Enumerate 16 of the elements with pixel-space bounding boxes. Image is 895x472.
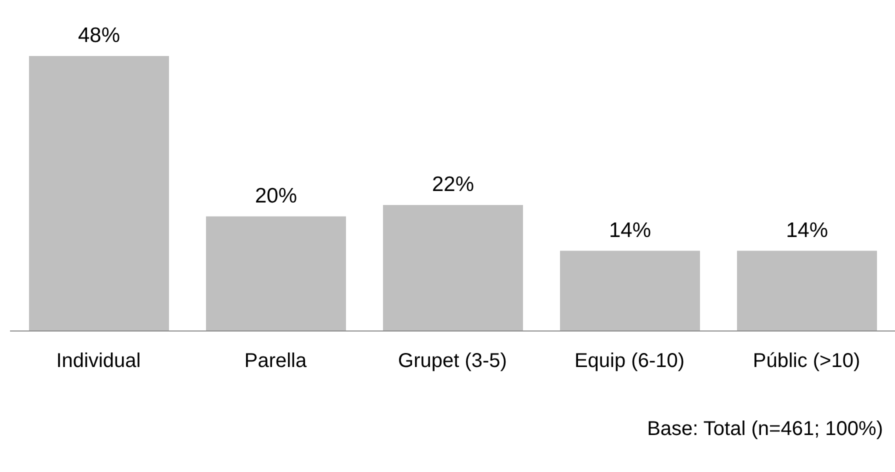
- bar: [206, 216, 346, 331]
- bar: [383, 204, 523, 331]
- data-label: 14%: [786, 218, 828, 242]
- x-tick-label: Equip (6-10): [574, 350, 685, 372]
- x-tick-label: Individual: [56, 350, 141, 372]
- bar: [560, 250, 700, 331]
- x-tick-label: Parella: [244, 350, 308, 372]
- x-tick-label: Grupet (3-5): [398, 350, 507, 372]
- data-label: 14%: [608, 218, 652, 242]
- data-label: 22%: [432, 172, 474, 196]
- x-tick-label: Públic (>10): [752, 350, 860, 372]
- bar: [737, 250, 877, 331]
- data-label: 20%: [254, 184, 298, 208]
- text: Base: Total (n=461; 100%): [647, 418, 883, 441]
- bar: [29, 56, 169, 331]
- data-label: 48%: [78, 24, 120, 47]
